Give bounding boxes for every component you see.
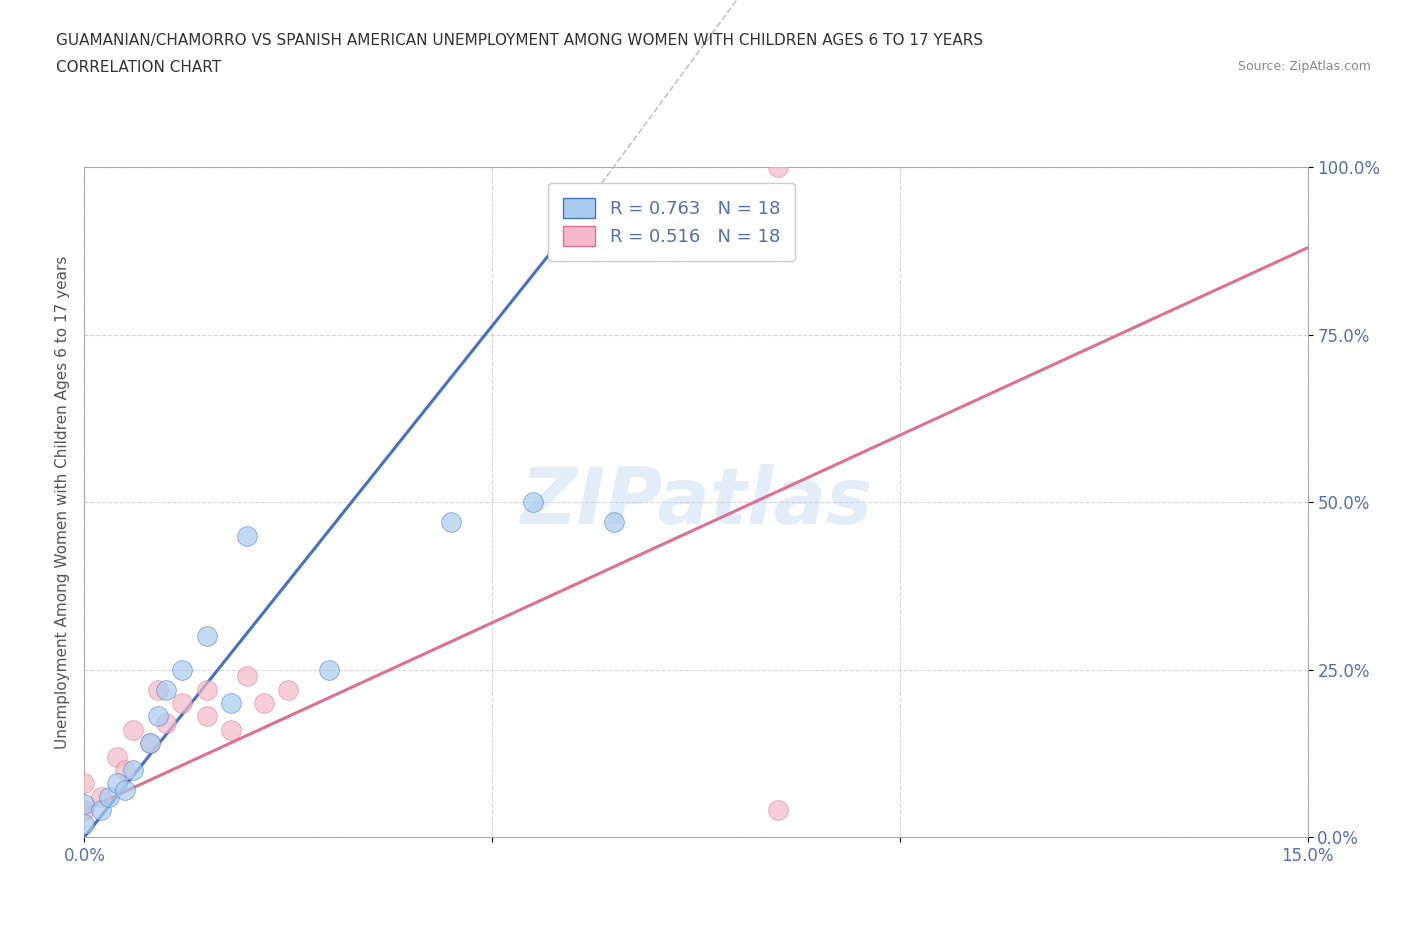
Text: Source: ZipAtlas.com: Source: ZipAtlas.com [1237, 60, 1371, 73]
Y-axis label: Unemployment Among Women with Children Ages 6 to 17 years: Unemployment Among Women with Children A… [55, 256, 70, 749]
Point [766, 160, 789, 175]
Point [155, 716, 177, 731]
Point [155, 683, 177, 698]
Point [253, 696, 276, 711]
Text: CORRELATION CHART: CORRELATION CHART [56, 60, 221, 75]
Point [277, 683, 299, 698]
Point [122, 763, 145, 777]
Point [114, 763, 136, 777]
Point [440, 515, 463, 530]
Point [172, 662, 194, 677]
Point [73, 776, 96, 790]
Point [73, 817, 96, 831]
Point [766, 803, 789, 817]
Point [73, 796, 96, 811]
Point [195, 683, 218, 698]
Point [138, 736, 160, 751]
Point [195, 709, 218, 724]
Text: ZIPatlas: ZIPatlas [520, 464, 872, 540]
Point [97, 790, 120, 804]
Point [114, 783, 136, 798]
Point [219, 696, 242, 711]
Point [172, 696, 194, 711]
Point [318, 662, 340, 677]
Point [603, 515, 626, 530]
Point [236, 528, 259, 543]
Point [138, 736, 160, 751]
Point [219, 723, 242, 737]
Point [90, 803, 112, 817]
Point [122, 723, 145, 737]
Point [73, 803, 96, 817]
Point [236, 669, 259, 684]
Point [195, 629, 218, 644]
Point [146, 709, 169, 724]
Point [105, 776, 128, 790]
Point [105, 750, 128, 764]
Text: GUAMANIAN/CHAMORRO VS SPANISH AMERICAN UNEMPLOYMENT AMONG WOMEN WITH CHILDREN AG: GUAMANIAN/CHAMORRO VS SPANISH AMERICAN U… [56, 33, 983, 47]
Point [90, 790, 112, 804]
Point [522, 495, 544, 510]
Point [146, 683, 169, 698]
Legend: R = 0.763   N = 18, R = 0.516   N = 18: R = 0.763 N = 18, R = 0.516 N = 18 [548, 183, 794, 261]
